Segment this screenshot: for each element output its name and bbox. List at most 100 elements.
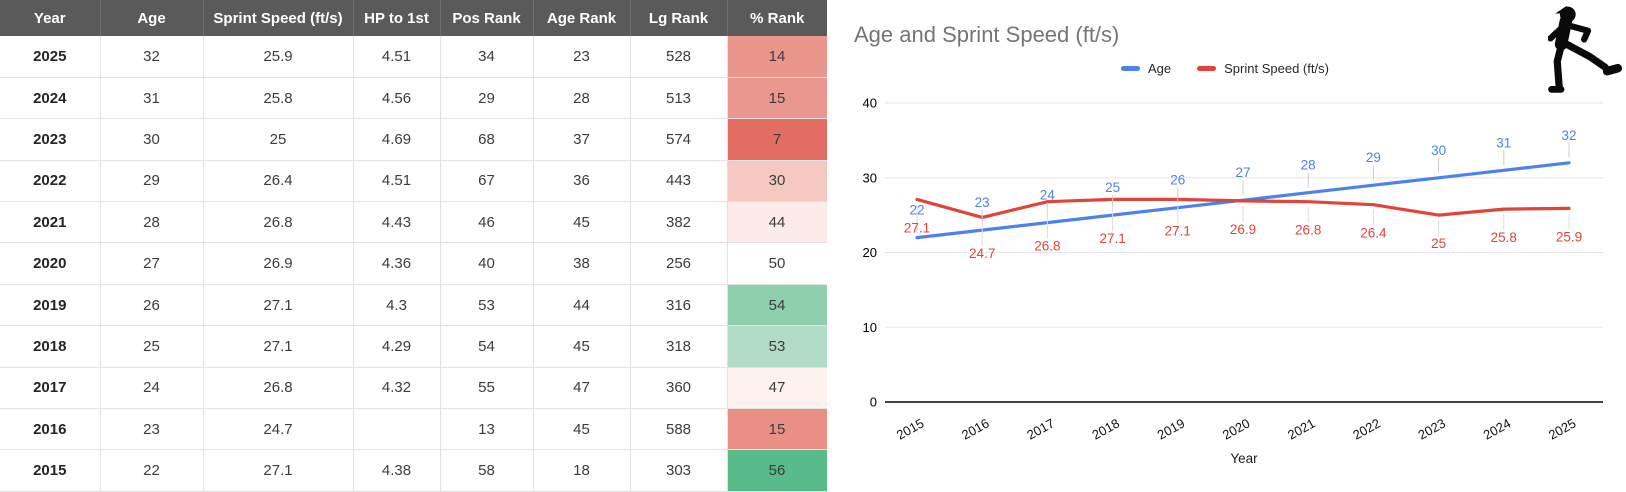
pos-rank-cell[interactable]: 46: [439, 201, 534, 244]
age-cell[interactable]: 25: [99, 325, 204, 368]
year-cell[interactable]: 2015: [0, 449, 101, 492]
pct-rank-cell[interactable]: 56: [726, 449, 828, 492]
hp-to-1st-cell[interactable]: 4.36: [352, 242, 441, 285]
year-cell[interactable]: 2017: [0, 367, 101, 410]
age-cell[interactable]: 24: [99, 367, 204, 410]
year-cell[interactable]: 2025: [0, 36, 101, 78]
lg-rank-cell[interactable]: 360: [629, 367, 728, 410]
pos-rank-cell[interactable]: 54: [439, 325, 534, 368]
lg-rank-cell[interactable]: 316: [629, 284, 728, 327]
age-rank-cell[interactable]: 36: [532, 160, 631, 203]
hp-to-1st-cell[interactable]: 4.3: [352, 284, 441, 327]
hp-to-1st-cell[interactable]: 4.43: [352, 201, 441, 244]
age-cell[interactable]: 27: [99, 242, 204, 285]
hp-to-1st-cell[interactable]: 4.29: [352, 325, 441, 368]
age-rank-cell[interactable]: 23: [532, 36, 631, 78]
year-cell[interactable]: 2020: [0, 242, 101, 285]
hp-to-1st-cell[interactable]: 4.69: [352, 118, 441, 161]
age-rank-cell[interactable]: 28: [532, 77, 631, 120]
year-cell[interactable]: 2016: [0, 408, 101, 451]
year-cell[interactable]: 2023: [0, 118, 101, 161]
sprint-speed-cell[interactable]: 26.8: [202, 201, 354, 244]
age-cell[interactable]: 28: [99, 201, 204, 244]
age-rank-cell[interactable]: 38: [532, 242, 631, 285]
sprint-speed-chart[interactable]: Age and Sprint Speed (ft/s) Age Sprint S…: [827, 0, 1626, 492]
column-header-hp-to-1st[interactable]: HP to 1st: [353, 0, 441, 36]
pos-rank-cell[interactable]: 29: [439, 77, 534, 120]
pos-rank-cell[interactable]: 40: [439, 242, 534, 285]
hp-to-1st-cell[interactable]: 4.38: [352, 449, 441, 492]
pos-rank-cell[interactable]: 55: [439, 367, 534, 410]
column-header--rank[interactable]: % Rank: [727, 0, 827, 36]
lg-rank-cell[interactable]: 513: [629, 77, 728, 120]
age-cell[interactable]: 23: [99, 408, 204, 451]
pct-rank-cell[interactable]: 54: [726, 284, 828, 327]
pct-rank-cell[interactable]: 44: [726, 201, 828, 244]
lg-rank-cell[interactable]: 303: [629, 449, 728, 492]
sprint-speed-cell[interactable]: 26.4: [202, 160, 354, 203]
year-cell[interactable]: 2022: [0, 160, 101, 203]
lg-rank-cell[interactable]: 382: [629, 201, 728, 244]
year-cell[interactable]: 2018: [0, 325, 101, 368]
year-cell[interactable]: 2024: [0, 77, 101, 120]
pct-rank-cell[interactable]: 50: [726, 242, 828, 285]
age-rank-cell[interactable]: 45: [532, 408, 631, 451]
lg-rank-cell[interactable]: 256: [629, 242, 728, 285]
age-cell[interactable]: 26: [99, 284, 204, 327]
lg-rank-cell[interactable]: 318: [629, 325, 728, 368]
pct-rank-cell[interactable]: 47: [726, 367, 828, 410]
lg-rank-cell[interactable]: 574: [629, 118, 728, 161]
age-rank-cell[interactable]: 37: [532, 118, 631, 161]
sprint-speed-cell[interactable]: 27.1: [202, 325, 354, 368]
lg-rank-cell[interactable]: 528: [629, 36, 728, 78]
hp-to-1st-cell[interactable]: 4.32: [352, 367, 441, 410]
hp-to-1st-cell[interactable]: 4.51: [352, 36, 441, 78]
sprint-speed-cell[interactable]: 26.8: [202, 367, 354, 410]
lg-rank-cell[interactable]: 443: [629, 160, 728, 203]
age-rank-cell[interactable]: 18: [532, 449, 631, 492]
age-cell[interactable]: 31: [99, 77, 204, 120]
column-header-lg-rank[interactable]: Lg Rank: [630, 0, 728, 36]
pct-rank-cell[interactable]: 53: [726, 325, 828, 368]
column-header-sprint-speed-ft-s-[interactable]: Sprint Speed (ft/s): [203, 0, 354, 36]
pos-rank-cell[interactable]: 67: [439, 160, 534, 203]
hp-to-1st-cell[interactable]: 4.56: [352, 77, 441, 120]
sprint-speed-cell[interactable]: 25: [202, 118, 354, 161]
column-header-age[interactable]: Age: [100, 0, 204, 36]
age-cell[interactable]: 30: [99, 118, 204, 161]
pos-rank-cell[interactable]: 13: [439, 408, 534, 451]
pct-rank-cell[interactable]: 30: [726, 160, 828, 203]
sprint-speed-cell[interactable]: 25.8: [202, 77, 354, 120]
year-cell[interactable]: 2021: [0, 201, 101, 244]
sprint-speed-cell[interactable]: 24.7: [202, 408, 354, 451]
legend-item-age[interactable]: Age: [1121, 61, 1171, 76]
age-rank-cell[interactable]: 47: [532, 367, 631, 410]
pct-rank-cell[interactable]: 14: [726, 36, 828, 78]
age-rank-cell[interactable]: 44: [532, 284, 631, 327]
year-cell[interactable]: 2019: [0, 284, 101, 327]
sprint-speed-cell[interactable]: 25.9: [202, 36, 354, 78]
age-cell[interactable]: 32: [99, 36, 204, 78]
age-rank-cell[interactable]: 45: [532, 325, 631, 368]
pos-rank-cell[interactable]: 68: [439, 118, 534, 161]
sprint-speed-cell[interactable]: 27.1: [202, 284, 354, 327]
age-cell[interactable]: 22: [99, 449, 204, 492]
legend-item-sprint-speed[interactable]: Sprint Speed (ft/s): [1197, 61, 1329, 76]
column-header-year[interactable]: Year: [0, 0, 101, 36]
column-header-pos-rank[interactable]: Pos Rank: [440, 0, 534, 36]
pct-rank-cell[interactable]: 7: [726, 118, 828, 161]
pct-rank-cell[interactable]: 15: [726, 77, 828, 120]
column-header-age-rank[interactable]: Age Rank: [533, 0, 631, 36]
sprint-speed-cell[interactable]: 27.1: [202, 449, 354, 492]
lg-rank-cell[interactable]: 588: [629, 408, 728, 451]
hp-to-1st-cell[interactable]: 4.51: [352, 160, 441, 203]
pos-rank-cell[interactable]: 58: [439, 449, 534, 492]
pos-rank-cell[interactable]: 34: [439, 36, 534, 78]
sprint-speed-cell[interactable]: 26.9: [202, 242, 354, 285]
hp-to-1st-cell[interactable]: [352, 408, 441, 451]
x-axis-title: Year: [1230, 451, 1258, 466]
pos-rank-cell[interactable]: 53: [439, 284, 534, 327]
pct-rank-cell[interactable]: 15: [726, 408, 828, 451]
age-rank-cell[interactable]: 45: [532, 201, 631, 244]
age-cell[interactable]: 29: [99, 160, 204, 203]
